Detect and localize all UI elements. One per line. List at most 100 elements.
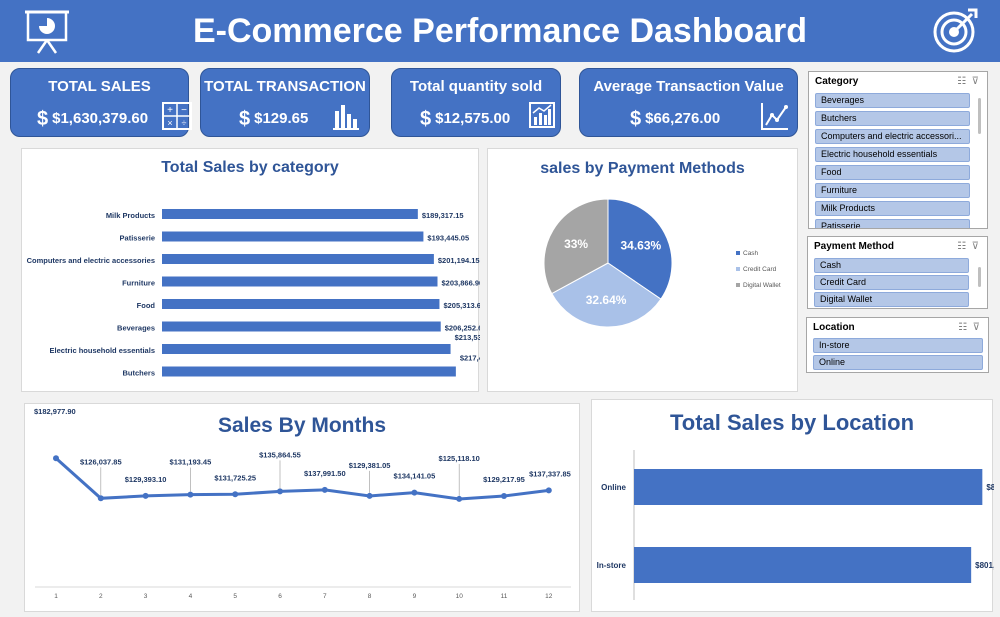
payment-option[interactable]: Credit Card — [814, 275, 969, 290]
slicer-title: Location — [813, 322, 855, 333]
location-data-label: $828,481 — [986, 483, 994, 492]
chart-title: Total Sales by category — [161, 159, 339, 176]
category-option[interactable]: Furniture — [815, 183, 970, 198]
x-tick-label: 8 — [368, 593, 372, 600]
x-tick-label: 3 — [144, 593, 148, 600]
payment-option[interactable]: Cash — [814, 258, 969, 273]
location-option[interactable]: Online — [813, 355, 983, 370]
x-tick-label: 9 — [413, 593, 417, 600]
location-bar-chart: Online $828,481 In-store $801,899 — [597, 450, 994, 600]
pie-data-label: 33% — [564, 237, 588, 251]
target-icon — [933, 8, 978, 53]
line-data-label: $131,725.25 — [214, 473, 256, 482]
category-option[interactable]: Food — [815, 165, 970, 180]
kpi-title: TOTAL TRANSACTION — [204, 78, 366, 95]
line-point — [187, 491, 194, 498]
scrollbar[interactable] — [978, 98, 981, 134]
location-data-label: $801,899 — [975, 561, 994, 570]
line-point — [232, 491, 239, 498]
months-chart-panel: Sales By Months $182,977.90 1 $126,037.85 2… — [24, 403, 580, 612]
kpi-total-transaction: TOTAL TRANSACTION $ $129.65 — [200, 68, 370, 137]
multi-select-icon[interactable]: ☷ — [958, 322, 968, 333]
category-bar — [162, 231, 424, 242]
category-option[interactable]: Milk Products — [815, 201, 970, 216]
pie-slice — [543, 198, 609, 295]
pie-data-label: 32.64% — [586, 293, 627, 307]
kpi-title: TOTAL SALES — [48, 78, 151, 95]
location-option[interactable]: In-store — [813, 338, 983, 353]
category-data-label: $217,452.80 — [460, 354, 480, 363]
line-data-label: $137,991.50 — [304, 469, 346, 478]
svg-text:÷: ÷ — [182, 118, 187, 128]
line-point — [97, 495, 104, 502]
clear-filter-icon[interactable]: ⊽ — [971, 241, 979, 252]
kpi-total-quantity: Total quantity sold $ $12,575.00 — [391, 68, 561, 137]
calculator-icon: + − × ÷ — [162, 102, 192, 130]
line-data-label: $137,337.85 — [529, 469, 571, 478]
category-bar — [162, 299, 440, 309]
clear-filter-icon[interactable]: ⊽ — [971, 76, 979, 87]
slicer-tools: ☷ ⊽ — [958, 322, 980, 333]
trend-line-icon — [761, 103, 788, 130]
location-chart-panel: Total Sales by Location Online $828,481 In… — [591, 399, 994, 612]
location-bar — [634, 469, 983, 505]
multi-select-icon[interactable]: ☷ — [957, 241, 967, 252]
svg-text:−: − — [181, 105, 187, 116]
category-bar — [162, 276, 438, 287]
svg-text:+: + — [167, 105, 173, 116]
slicer-tools: ☷ ⊽ — [957, 241, 979, 252]
multi-select-icon[interactable]: ☷ — [957, 76, 967, 87]
location-tick-label: In-store — [597, 561, 627, 570]
sales-line — [54, 457, 549, 501]
legend-label: Cash — [743, 250, 759, 257]
x-tick-label: 5 — [233, 593, 237, 600]
location-tick-label: Online — [601, 483, 626, 492]
clear-filter-icon[interactable]: ⊽ — [972, 322, 980, 333]
line-point — [456, 495, 463, 502]
kpi-avg-transaction: Average Transaction Value $ $66,276.00 — [579, 68, 798, 137]
kpi-value: $ $66,276.00 — [630, 108, 721, 130]
category-option[interactable]: Computers and electric accessori... — [815, 129, 970, 144]
scrollbar[interactable] — [978, 267, 981, 287]
category-tick-label: Furniture — [122, 279, 155, 288]
chart-title: Total Sales by Location — [669, 410, 915, 435]
kpi-value: $ $12,575.00 — [420, 108, 511, 130]
kpi-value: $ $129.65 — [239, 108, 309, 130]
kpi-value: $ $1,630,379.60 — [37, 108, 149, 130]
line-data-label: $182,977.90 — [34, 407, 76, 416]
category-tick-label: Food — [137, 301, 156, 310]
category-option[interactable]: Butchers — [815, 111, 970, 126]
kpi-title: Average Transaction Value — [593, 78, 784, 95]
category-bar — [162, 254, 434, 264]
line-data-label: $131,193.45 — [170, 458, 212, 467]
category-data-label: $193,445.05 — [427, 234, 469, 243]
page-title: E-Commerce Performance Dashboard — [192, 12, 808, 50]
line-point — [501, 493, 507, 500]
category-option[interactable]: Patisserie — [815, 219, 970, 228]
x-tick-label: 1 — [54, 593, 58, 600]
location-bar — [634, 547, 972, 583]
category-option[interactable]: Beverages — [815, 93, 970, 108]
line-data-label: $135,864.55 — [259, 450, 301, 459]
x-tick-label: 4 — [189, 593, 193, 600]
growth-chart-icon — [529, 102, 555, 128]
line-data-label: $126,037.85 — [80, 457, 122, 466]
kpi-currency: $ — [239, 108, 251, 130]
payment-chart-panel: sales by Payment Methods 34.63% 32.64% 33%… — [487, 148, 798, 392]
line-data-label: $125,118.10 — [439, 454, 480, 463]
chart-title: Sales By Months — [217, 414, 387, 437]
pie-slice — [607, 198, 673, 300]
kpi-title: Total quantity sold — [409, 78, 543, 95]
legend-label: Credit Card — [743, 266, 777, 273]
category-data-label: $206,252.65 — [445, 324, 480, 333]
line-data-label: $134,141.05 — [394, 472, 436, 481]
line-data-label: $129,393.10 — [125, 475, 167, 484]
chart-title: sales by Payment Methods — [540, 160, 745, 177]
pie-data-label: 34.63% — [620, 239, 661, 253]
payment-option[interactable]: Digital Wallet — [814, 292, 969, 307]
kpi-currency: $ — [37, 108, 49, 130]
bar-chart-icon — [333, 105, 359, 130]
category-tick-label: Computers and electric accessories — [27, 256, 155, 265]
category-option[interactable]: Electric household essentials — [815, 147, 970, 162]
slicer-title: Payment Method — [814, 241, 895, 252]
